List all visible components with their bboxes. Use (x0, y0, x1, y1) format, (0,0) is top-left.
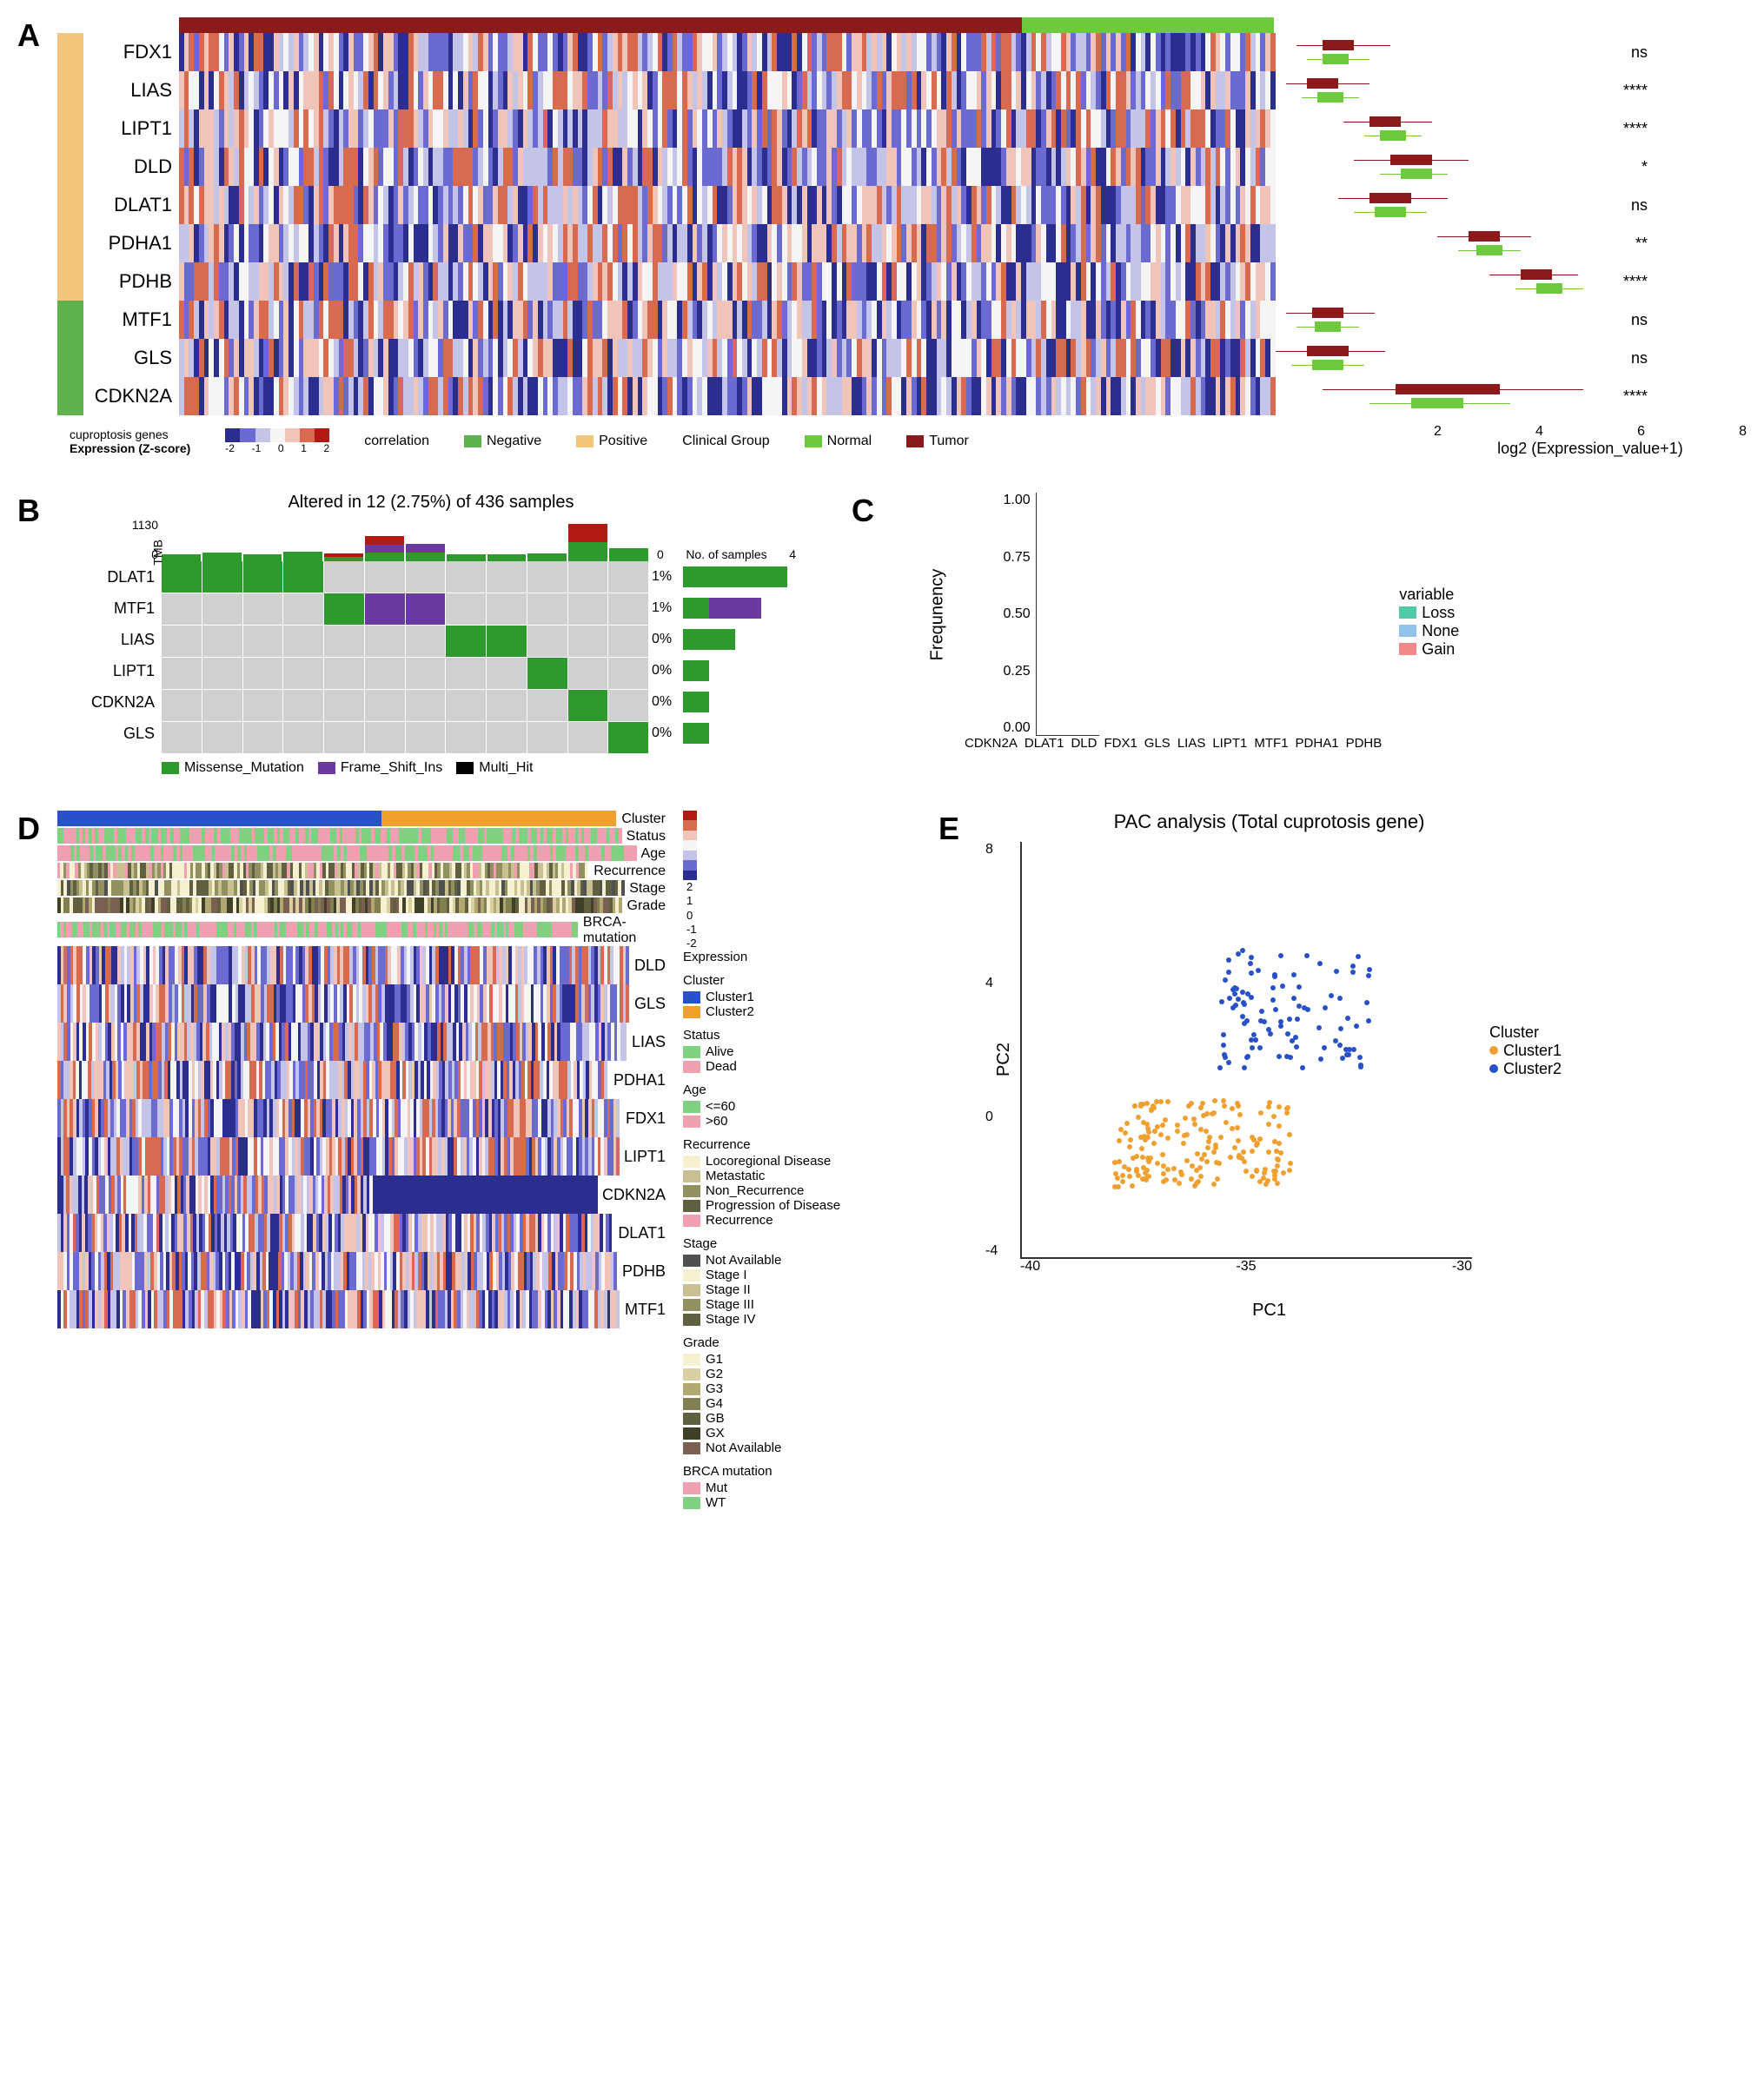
panel-c-yticks: 0.000.250.500.751.00 (984, 493, 1036, 736)
panel-d-label: D (17, 811, 40, 1519)
legend-missense: Missense_Mutation (184, 760, 304, 776)
correlation-sidebar (57, 33, 83, 415)
panel-d-annotations: ClusterStatusAgeRecurrenceStageGradeBRCA… (57, 811, 666, 946)
tmb-label: TMB (151, 540, 165, 566)
panel-e: E PAC analysis (Total cuprotosis gene) -… (938, 811, 1547, 1519)
waterfall-grid (162, 561, 648, 753)
legend-positive: Positive (599, 434, 647, 449)
scatter-xticks: -40-35-30 (1020, 1259, 1472, 1275)
swatch-cluster1 (1489, 1046, 1498, 1055)
panel-e-label: E (938, 811, 959, 1321)
legend-cluster1: Cluster1 (1503, 1042, 1562, 1060)
gene-label: DLD (83, 156, 179, 178)
tmb-barplot (162, 518, 648, 561)
legend-gain: Gain (1422, 640, 1455, 659)
gene-label: LIPT1 (83, 117, 179, 140)
swatch-gain (1399, 643, 1416, 655)
gene-label: PDHB (83, 270, 179, 293)
clinical-group-bar (179, 17, 1274, 33)
no-samples-max: 4 (789, 547, 796, 561)
panel-c-stacked-bars (1036, 493, 1099, 736)
panel-c-legend-title: variable (1399, 586, 1459, 604)
panel-a-heatmap (179, 33, 1274, 415)
legend-cluster2: Cluster2 (1503, 1060, 1562, 1078)
figure-container: A FDX1 LIAS LIPT1 DLD DLAT1 PDHA1 PDHB MTF1 GLS C… (0, 0, 1764, 1536)
panel-c-label: C (852, 493, 874, 751)
gene-label: LIAS (83, 79, 179, 102)
panel-d: D ClusterStatusAgeRecurrenceStageGradeBR… (17, 811, 886, 1519)
swatch-multihit (456, 762, 474, 774)
legend-swatch-negative (464, 435, 481, 447)
swatch-loss (1399, 606, 1416, 619)
pca-scatter: PC2 (1020, 842, 1472, 1259)
waterfall-gene-labels: DLAT1MTF1LIASLIPT1CDKN2AGLS (57, 561, 162, 753)
no-samples-label: No. of samples (686, 547, 766, 561)
legend-negative: Negative (487, 434, 541, 449)
panel-a-gene-labels: FDX1 LIAS LIPT1 DLD DLAT1 PDHA1 PDHB MTF1 GLS CDK… (83, 33, 179, 415)
legend-cuproptosis-label: cuproptosis genes (70, 427, 190, 441)
scatter-ylabel: PC2 (994, 1043, 1014, 1076)
legend-zscore-label: Expression (Z-score) (70, 441, 190, 455)
zscore-gradient (225, 428, 329, 442)
panel-a-boxplots: ns*********ns******nsns**** (1291, 33, 1604, 415)
swatch-cluster2 (1489, 1064, 1498, 1073)
panel-b-title: Altered in 12 (2.75%) of 436 samples (57, 493, 805, 513)
legend-corr-label: correlation (364, 434, 429, 449)
panel-a: A FDX1 LIAS LIPT1 DLD DLAT1 PDHA1 PDHB MTF1 GLS C… (17, 17, 1747, 458)
waterfall-pct: 1%1%0%0%0%0% (648, 561, 683, 753)
legend-frameshift: Frame_Shift_Ins (341, 760, 442, 776)
gene-label: MTF1 (83, 308, 179, 331)
scatter-xlabel: PC1 (977, 1301, 1562, 1321)
gene-label: GLS (83, 347, 179, 369)
panel-e-title: PAC analysis (Total cuprotosis gene) (977, 811, 1562, 833)
panel-c-xlabels: CDKN2ADLAT1DLDFDX1GLSLIASLIPT1MTF1PDHA1P… (965, 736, 1382, 751)
gene-label: DLAT1 (83, 194, 179, 216)
panel-a-label: A (17, 17, 40, 415)
panel-e-legend-title: Cluster (1489, 1023, 1562, 1042)
legend-swatch-positive (576, 435, 594, 447)
gene-label: PDHA1 (83, 232, 179, 255)
legend-swatch-tumor (906, 435, 924, 447)
panel-b: B Altered in 12 (2.75%) of 436 samples 1… (17, 493, 799, 776)
tmb-max-label: 1130 (132, 518, 158, 532)
swatch-frameshift (318, 762, 335, 774)
legend-normal: Normal (827, 434, 872, 449)
legend-swatch-normal (805, 435, 822, 447)
zscore-ticks: -2-1012 (225, 442, 329, 454)
boxplot-xlabel: log2 (Expression_value+1) (1434, 440, 1747, 458)
swatch-missense (162, 762, 179, 774)
gene-label: CDKN2A (83, 385, 179, 407)
legend-loss: Loss (1422, 604, 1455, 622)
gene-label: FDX1 (83, 41, 179, 63)
panel-d-legend: 210-1-2ExpressionClusterCluster1Cluster2… (683, 811, 944, 1519)
panel-b-label: B (17, 493, 40, 776)
panel-c-ylabel: Frequnency (927, 568, 947, 660)
legend-none: None (1422, 622, 1459, 640)
panel-d-heatmap: DLDGLSLIASPDHA1FDX1LIPT1CDKN2ADLAT1PDHBM… (57, 946, 666, 1328)
legend-clinical-label: Clinical Group (682, 434, 769, 449)
swatch-none (1399, 625, 1416, 637)
legend-multihit: Multi_Hit (479, 760, 533, 776)
boxplot-xticks: 2468 (1434, 424, 1747, 440)
panel-c: C Frequnency 0.000.250.500.751.00 CDKN2A… (852, 493, 1634, 776)
waterfall-count-bars (683, 561, 805, 753)
legend-tumor: Tumor (929, 434, 969, 449)
